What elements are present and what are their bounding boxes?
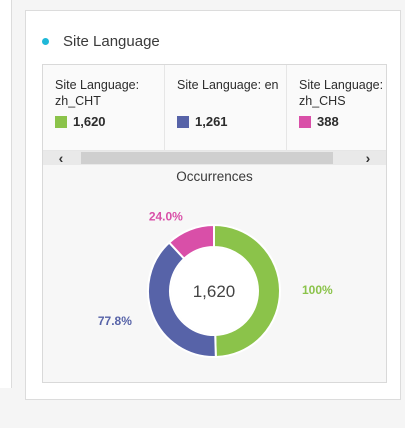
chevron-left-icon[interactable]: ‹ (58, 150, 64, 166)
summary-number: 1,620 (73, 114, 106, 129)
chart-title: Occurrences (176, 169, 253, 184)
left-panel-edge (0, 0, 12, 388)
summary-item-zh-cht[interactable]: Site Language: zh_CHT 1,620 (43, 65, 165, 150)
summary-item-en[interactable]: Site Language: en 1,261 (165, 65, 287, 150)
percent-label-zh-cht: 100% (302, 283, 333, 297)
summary-strip: Site Language: zh_CHT 1,620 Site Languag… (43, 65, 386, 151)
summary-label: Site Language: en (177, 78, 279, 92)
summary-value-row: 388 (299, 114, 386, 129)
legend-swatch-icon (177, 115, 189, 128)
summary-number: 1,261 (195, 114, 228, 129)
donut-slice-zh-cht[interactable] (213, 223, 281, 359)
donut-center (171, 248, 257, 334)
summary-label: Site Language: zh_CHT (55, 78, 140, 108)
visualization-panel: Site Language: zh_CHT 1,620 Site Languag… (42, 64, 387, 383)
legend-swatch-icon (55, 115, 67, 128)
status-dot-icon (42, 37, 49, 45)
donut-center-label: 1,620 (193, 282, 236, 301)
summary-number: 388 (317, 114, 339, 129)
legend-swatch-icon (299, 115, 311, 128)
summary-label: Site Language: zh_CHS (299, 78, 384, 108)
donut-slice-zh-chs[interactable] (167, 223, 215, 261)
summary-item-zh-chs[interactable]: Site Language: zh_CHS 388 (287, 65, 386, 150)
horizontal-scrollbar[interactable]: ‹ › (43, 151, 386, 165)
scrollbar-thumb[interactable] (81, 152, 333, 164)
donut-chart: 100% 77.8% 24.0% 1,620 (98, 209, 333, 359)
card-title: Site Language (63, 32, 160, 50)
card-header: Site Language (42, 31, 160, 51)
chevron-right-icon[interactable]: › (365, 150, 371, 166)
percent-label-zh-chs: 24.0% (149, 209, 183, 223)
percent-label-en: 77.8% (98, 314, 132, 328)
summary-value-row: 1,261 (177, 114, 286, 129)
summary-value-row: 1,620 (55, 114, 164, 129)
site-language-card: Site Language Site Language: zh_CHT 1,62… (25, 10, 401, 400)
